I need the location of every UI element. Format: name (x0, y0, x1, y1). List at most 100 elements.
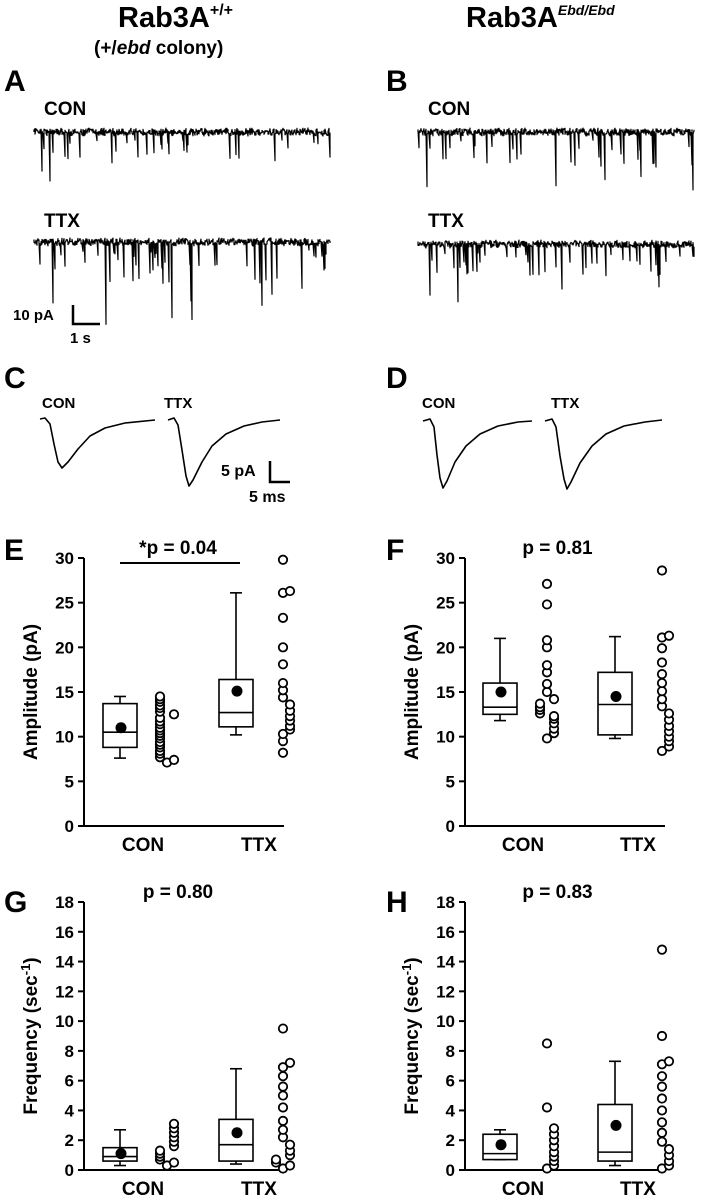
y-tick-label-g: 16 (55, 923, 74, 942)
mean-dot (115, 1148, 127, 1160)
data-point (284, 699, 296, 710)
data-point (534, 698, 546, 709)
data-point (168, 754, 180, 765)
y-tick-label-g: 2 (65, 1131, 74, 1150)
y-tick-label-f: 10 (436, 728, 455, 747)
data-point (656, 944, 668, 955)
data-point (277, 612, 289, 623)
panel-label-e: E (4, 534, 24, 567)
y-tick-label-h: 2 (446, 1131, 455, 1150)
x-category-label-e-ttx: TTX (241, 835, 277, 856)
x-category-label-h-ttx: TTX (620, 1179, 656, 1199)
data-point (154, 691, 166, 702)
y-tick-label-h: 6 (446, 1072, 455, 1091)
data-point (277, 1081, 289, 1092)
trace-a-ttx (33, 237, 331, 325)
p-value-e: *p = 0.04 (139, 538, 217, 559)
data-point (277, 1090, 289, 1101)
scale-bar-cd-lines (268, 461, 290, 484)
panel-g: G 0 2 4 6 8 10 12 14 16 18 Frequency (sec-1) p = 0.8… (4, 882, 296, 1199)
y-tick-label-g: 0 (65, 1161, 74, 1180)
y-tick-label-f: 5 (446, 772, 455, 791)
data-point (656, 1136, 668, 1147)
y-tick-label-h: 8 (446, 1042, 455, 1061)
data-point (548, 1123, 560, 1134)
y-tick-label-h: 0 (446, 1161, 455, 1180)
mean-dot (231, 685, 243, 697)
y-tick-label-g: 10 (55, 1012, 74, 1031)
y-tick-label-e: 30 (55, 549, 74, 568)
group-e-ttx (218, 554, 296, 758)
y-tick-label-g: 14 (55, 953, 74, 972)
data-point (663, 1056, 675, 1067)
box (218, 678, 254, 728)
data-point (656, 1127, 668, 1138)
avg-c-ttx-label: TTX (164, 395, 192, 412)
y-tick-label-e: 25 (55, 594, 74, 613)
data-point (656, 1105, 668, 1116)
data-point (541, 660, 553, 671)
mean-dot (495, 1139, 507, 1151)
avg-d-ttx-label: TTX (551, 395, 579, 412)
data-point (656, 677, 668, 689)
y-axis-label-g: Frequency (sec-1) (18, 957, 42, 1114)
panel-label-b: B (386, 65, 408, 98)
data-point (168, 1118, 180, 1129)
avg-d-con-label: CON (422, 395, 455, 412)
trace-b-ttx-label: TTX (428, 211, 464, 232)
y-tick-label-h: 16 (436, 923, 455, 942)
x-category-label-g-con: CON (122, 1179, 164, 1199)
data-point (277, 1062, 289, 1073)
y-axis-label-h: Frequency (sec-1) (399, 957, 423, 1114)
p-value-g: p = 0.80 (143, 882, 213, 903)
data-point (277, 747, 289, 758)
y-tick-label-g: 12 (55, 982, 74, 1001)
scale-bar-cd: 5 pA 5 ms (221, 461, 290, 506)
left-title-superscript: +/+ (210, 2, 233, 19)
group-f-ttx (597, 565, 675, 757)
data-point (284, 1160, 296, 1171)
y-tick-label-e: 20 (55, 638, 74, 657)
x-category-label-e-con: CON (122, 835, 164, 856)
data-point (154, 1145, 166, 1156)
y-tick-label-h: 14 (436, 953, 455, 972)
trace-b-con (417, 127, 695, 191)
data-point (541, 1038, 553, 1049)
data-point (548, 694, 560, 705)
right-title: Rab3AEbd/Ebd (466, 2, 615, 34)
group-h-con (482, 1038, 560, 1174)
avg-c-con-label: CON (42, 395, 75, 412)
right-title-superscript: Ebd/Ebd (558, 2, 615, 18)
data-point (541, 733, 553, 744)
data-point (656, 1030, 668, 1042)
mean-dot (610, 690, 622, 702)
box (218, 1118, 254, 1162)
left-title: Rab3A+/+ (118, 2, 233, 34)
data-point (277, 1071, 289, 1082)
y-tick-label-g: 8 (65, 1042, 74, 1061)
avg-waveform-d-con (422, 418, 533, 489)
mean-dot (115, 722, 127, 734)
left-subtitle: (+/ebd colony) (94, 38, 223, 59)
y-tick-label-f: 0 (446, 817, 455, 836)
y-tick-label-e: 15 (55, 683, 74, 702)
trace-b-ttx (417, 239, 695, 303)
panel-label-d: D (386, 362, 408, 395)
panel-label-a: A (4, 65, 26, 98)
data-point (541, 678, 553, 690)
panel-label-c: C (4, 362, 26, 395)
data-point (656, 1081, 668, 1092)
data-point (277, 1102, 289, 1113)
box (597, 671, 633, 736)
scale-bar-ab-lines (71, 305, 100, 326)
p-value-f: p = 0.81 (522, 538, 593, 559)
data-point (277, 642, 289, 653)
mean-dot (231, 1127, 243, 1139)
y-axis-label-e: Amplitude (pA) (21, 624, 42, 760)
panel-label-h: H (386, 886, 408, 919)
data-point (541, 578, 553, 590)
data-point (284, 1057, 296, 1068)
data-point (548, 711, 560, 722)
group-e-con (102, 691, 180, 768)
